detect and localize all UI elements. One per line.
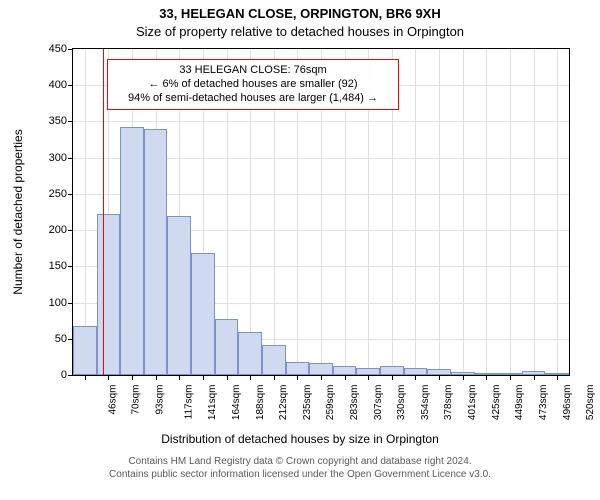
- x-tick-label: 93sqm: [155, 385, 166, 415]
- x-tick-label: 330sqm: [396, 385, 407, 421]
- x-gridline: [415, 49, 416, 375]
- x-tick-mark: [510, 375, 511, 380]
- histogram-bar: [498, 373, 522, 375]
- x-tick-mark: [486, 375, 487, 380]
- x-tick-label: 354sqm: [420, 385, 431, 421]
- x-tick-mark: [321, 375, 322, 380]
- histogram-bar: [191, 253, 215, 375]
- footnote-line1: Contains HM Land Registry data © Crown c…: [128, 456, 471, 467]
- x-tick-label: 212sqm: [278, 385, 289, 421]
- x-tick-mark: [463, 375, 464, 380]
- x-tick-label: 117sqm: [183, 385, 194, 420]
- x-tick-mark: [250, 375, 251, 380]
- x-tick-mark: [85, 375, 86, 380]
- histogram-bar: [333, 366, 357, 375]
- y-tick-label: 150: [49, 260, 73, 272]
- x-tick-label: 449sqm: [514, 385, 525, 421]
- x-tick-mark: [557, 375, 558, 380]
- y-tick-label: 300: [49, 152, 73, 164]
- histogram-bar: [144, 129, 168, 375]
- x-gridline: [557, 49, 558, 375]
- x-tick-label: 520sqm: [585, 385, 596, 421]
- x-tick-mark: [179, 375, 180, 380]
- y-tick-label: 450: [49, 43, 73, 55]
- x-tick-mark: [203, 375, 204, 380]
- x-tick-mark: [297, 375, 298, 380]
- histogram-bar: [120, 127, 144, 375]
- histogram-bar: [522, 371, 546, 375]
- histogram-bar: [545, 373, 569, 375]
- histogram-bar: [380, 366, 404, 375]
- y-axis-label: Number of detached properties: [11, 129, 25, 294]
- y-tick-label: 0: [61, 369, 73, 381]
- x-gridline: [486, 49, 487, 375]
- x-tick-mark: [534, 375, 535, 380]
- histogram-bar: [309, 363, 333, 375]
- x-tick-label: 235sqm: [302, 385, 313, 421]
- y-tick-label: 200: [49, 224, 73, 236]
- histogram-bar: [356, 368, 380, 375]
- x-gridline: [439, 49, 440, 375]
- x-tick-mark: [415, 375, 416, 380]
- x-tick-label: 259sqm: [325, 385, 336, 421]
- annotation-line: ← 6% of detached houses are smaller (92): [114, 78, 392, 92]
- footnote: Contains HM Land Registry data © Crown c…: [0, 456, 600, 481]
- histogram-bar: [73, 326, 97, 375]
- footnote-line2: Contains public sector information licen…: [109, 469, 491, 480]
- histogram-bar: [286, 362, 310, 375]
- histogram-chart: 33, HELEGAN CLOSE, ORPINGTON, BR6 9XH Si…: [0, 0, 600, 500]
- histogram-bar: [97, 214, 121, 375]
- x-tick-label: 425sqm: [491, 385, 502, 421]
- x-tick-mark: [227, 375, 228, 380]
- x-tick-label: 378sqm: [444, 385, 455, 421]
- y-tick-label: 100: [49, 297, 73, 309]
- x-tick-label: 401sqm: [467, 385, 478, 421]
- x-tick-label: 164sqm: [231, 385, 242, 421]
- annotation-line: 94% of semi-detached houses are larger (…: [114, 92, 392, 106]
- y-tick-label: 350: [49, 115, 73, 127]
- x-tick-mark: [108, 375, 109, 380]
- x-tick-mark: [156, 375, 157, 380]
- x-tick-mark: [392, 375, 393, 380]
- x-axis-label: Distribution of detached houses by size …: [0, 432, 600, 446]
- x-tick-mark: [439, 375, 440, 380]
- y-tick-label: 400: [49, 79, 73, 91]
- histogram-bar: [475, 373, 499, 375]
- chart-title-line1: 33, HELEGAN CLOSE, ORPINGTON, BR6 9XH: [0, 6, 600, 21]
- y-tick-label: 50: [55, 333, 73, 345]
- histogram-bar: [215, 319, 239, 376]
- x-tick-label: 70sqm: [131, 385, 142, 415]
- x-tick-mark: [368, 375, 369, 380]
- histogram-bar: [238, 332, 262, 375]
- histogram-bar: [167, 216, 191, 375]
- histogram-bar: [262, 345, 286, 375]
- annotation-box: 33 HELEGAN CLOSE: 76sqm← 6% of detached …: [107, 59, 399, 110]
- x-gridline: [534, 49, 535, 375]
- x-tick-label: 473sqm: [538, 385, 549, 421]
- x-gridline: [463, 49, 464, 375]
- histogram-bar: [427, 369, 451, 375]
- x-tick-mark: [345, 375, 346, 380]
- x-tick-label: 307sqm: [373, 385, 384, 421]
- property-marker-line: [103, 49, 104, 375]
- x-gridline: [510, 49, 511, 375]
- x-tick-label: 141sqm: [207, 385, 218, 421]
- chart-title-line2: Size of property relative to detached ho…: [0, 24, 600, 39]
- x-tick-label: 46sqm: [107, 385, 118, 415]
- x-tick-label: 496sqm: [562, 385, 573, 421]
- x-tick-label: 188sqm: [255, 385, 266, 421]
- plot-area: 05010015020025030035040045046sqm70sqm93s…: [72, 48, 570, 376]
- x-tick-label: 283sqm: [349, 385, 360, 421]
- y-tick-label: 250: [49, 188, 73, 200]
- histogram-bar: [451, 372, 475, 375]
- x-tick-mark: [274, 375, 275, 380]
- x-tick-mark: [132, 375, 133, 380]
- annotation-line: 33 HELEGAN CLOSE: 76sqm: [114, 64, 392, 78]
- histogram-bar: [404, 368, 428, 375]
